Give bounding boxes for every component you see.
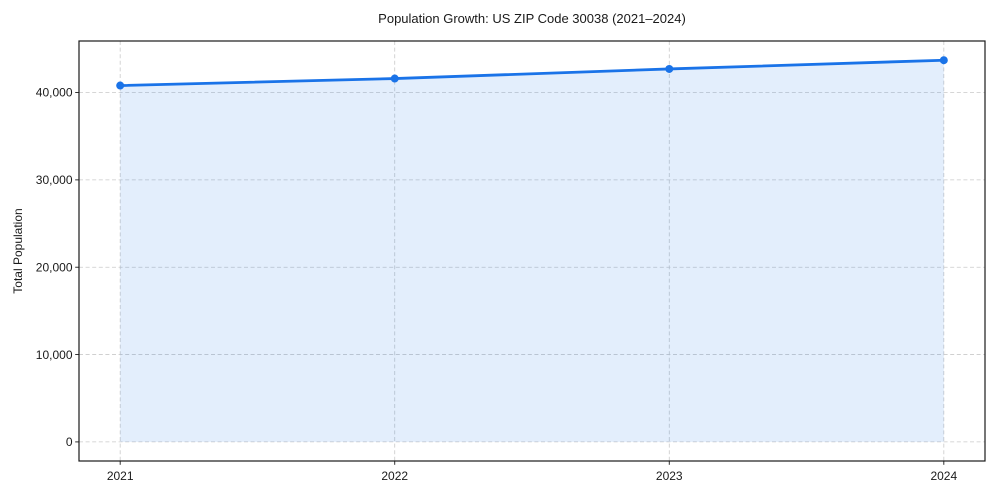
data-point-marker [665, 64, 674, 73]
axes-layer [75, 40, 986, 465]
y-tick-label: 30,000 [36, 173, 73, 187]
population-line [118, 58, 946, 87]
tick-labels-layer: 0 10,000 20,000 30,000 40,000 2021 2022 2023 202… [36, 86, 958, 483]
chart-title: Population Growth: US ZIP Code 30038 (20… [378, 11, 686, 26]
y-axis-label: Total Population [11, 208, 25, 293]
line-series-layer [116, 56, 948, 90]
area-fill [120, 60, 944, 442]
data-point-marker [390, 74, 399, 83]
area-fill-layer [120, 60, 944, 442]
data-point-marker [116, 81, 125, 90]
y-tick-label: 10,000 [36, 348, 73, 362]
y-tick-label: 20,000 [36, 260, 73, 274]
y-tick-label: 40,000 [36, 86, 73, 100]
x-tick-label: 2024 [930, 469, 957, 483]
x-tick-label: 2022 [381, 469, 408, 483]
x-tick-label: 2021 [107, 469, 134, 483]
gridlines-layer [79, 41, 985, 461]
data-point-marker [939, 56, 948, 65]
plot-border [78, 40, 986, 462]
x-tick-label: 2023 [656, 469, 683, 483]
y-tick-label: 0 [66, 435, 73, 449]
